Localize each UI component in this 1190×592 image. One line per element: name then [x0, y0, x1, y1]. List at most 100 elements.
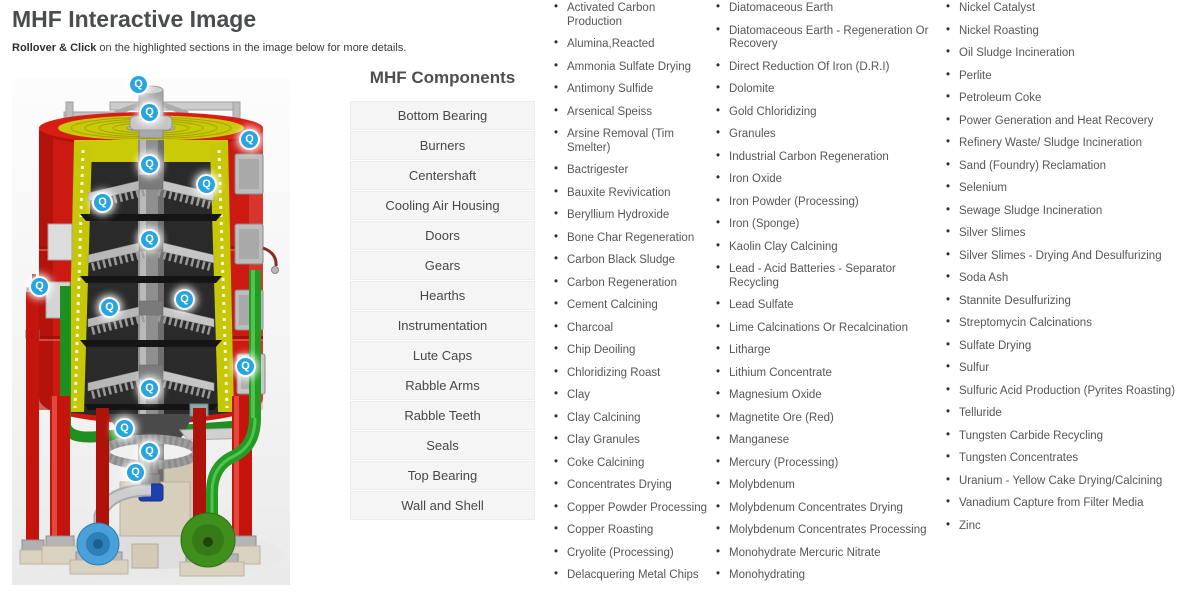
application-item[interactable]: Clay [553, 388, 713, 403]
application-item[interactable]: Sulfuric Acid Production (Pyrites Roasti… [945, 384, 1190, 399]
application-item[interactable]: Bone Char Regeneration [553, 231, 713, 246]
application-item[interactable]: Antimony Sulfide [553, 82, 713, 97]
application-item[interactable]: Tungsten Carbide Recycling [945, 429, 1190, 444]
hotspot-marker[interactable]: Q [141, 156, 158, 173]
hotspot-marker[interactable]: Q [94, 194, 111, 211]
application-item[interactable]: Chloridizing Roast [553, 366, 713, 381]
application-item[interactable]: Arsine Removal (Tim Smelter) [553, 127, 713, 155]
application-item[interactable]: Litharge [715, 343, 943, 358]
component-item[interactable]: Hearths [350, 281, 535, 310]
application-item[interactable]: Carbon Regeneration [553, 276, 713, 291]
application-item[interactable]: Perlite [945, 69, 1190, 84]
application-item[interactable]: Cryolite (Processing) [553, 546, 713, 561]
application-item[interactable]: Petroleum Coke [945, 91, 1190, 106]
component-item[interactable]: Top Bearing [350, 461, 535, 490]
application-item[interactable]: Power Generation and Heat Recovery [945, 114, 1190, 129]
application-item[interactable]: Sewage Sludge Incineration [945, 204, 1190, 219]
application-item[interactable]: Diatomaceous Earth [715, 1, 943, 16]
application-item[interactable]: Concentrates Drying [553, 478, 713, 493]
hotspot-marker[interactable]: Q [198, 176, 215, 193]
application-item[interactable]: Alumina,Reacted [553, 37, 713, 52]
application-item[interactable]: Lime Calcinations Or Recalcination [715, 321, 943, 336]
component-item[interactable]: Gears [350, 251, 535, 280]
hotspot-marker[interactable]: Q [141, 380, 158, 397]
application-item[interactable]: Delacquering Metal Chips [553, 568, 713, 583]
application-item[interactable]: Molybdenum Concentrates Drying [715, 501, 943, 516]
component-item[interactable]: Seals [350, 431, 535, 460]
component-item[interactable]: Rabble Teeth [350, 401, 535, 430]
application-item[interactable]: Silver Slimes [945, 226, 1190, 241]
application-item[interactable]: Copper Powder Processing [553, 501, 713, 516]
hotspot-marker[interactable]: Q [176, 291, 193, 308]
application-item[interactable]: Cement Calcining [553, 298, 713, 313]
application-item[interactable]: Sulfur [945, 361, 1190, 376]
application-item[interactable]: Zinc [945, 519, 1190, 534]
application-item[interactable]: Carbon Black Sludge [553, 253, 713, 268]
application-item[interactable]: Manganese [715, 433, 943, 448]
application-item[interactable]: Tungsten Concentrates [945, 451, 1190, 466]
application-item[interactable]: Charcoal [553, 321, 713, 336]
application-item[interactable]: Uranium - Yellow Cake Drying/Calcining [945, 474, 1190, 489]
application-item[interactable]: Kaolin Clay Calcining [715, 240, 943, 255]
component-item[interactable]: Centershaft [350, 161, 535, 190]
application-item[interactable]: Clay Granules [553, 433, 713, 448]
application-item[interactable]: Direct Reduction Of Iron (D.R.I) [715, 60, 943, 75]
component-item[interactable]: Wall and Shell [350, 491, 535, 520]
application-item[interactable]: Refinery Waste/ Sludge Incineration [945, 136, 1190, 151]
application-item[interactable]: Copper Roasting [553, 523, 713, 538]
component-item[interactable]: Rabble Arms [350, 371, 535, 400]
component-item[interactable]: Lute Caps [350, 341, 535, 370]
application-item[interactable]: Industrial Carbon Regeneration [715, 150, 943, 165]
hotspot-marker[interactable]: Q [101, 299, 118, 316]
application-item[interactable]: Dolomite [715, 82, 943, 97]
component-item[interactable]: Doors [350, 221, 535, 250]
component-item[interactable]: Cooling Air Housing [350, 191, 535, 220]
application-item[interactable]: Molybdenum [715, 478, 943, 493]
application-item[interactable]: Telluride [945, 406, 1190, 421]
application-item[interactable]: Bactrigester [553, 163, 713, 178]
application-item[interactable]: Nickel Roasting [945, 24, 1190, 39]
application-item[interactable]: Molybdenum Concentrates Processing [715, 523, 943, 538]
application-item[interactable]: Lead Sulfate [715, 298, 943, 313]
application-item[interactable]: Silver Slimes - Drying And Desulfurizing [945, 249, 1190, 264]
hotspot-marker[interactable]: Q [116, 420, 133, 437]
application-item[interactable]: Mercury (Processing) [715, 456, 943, 471]
application-item[interactable]: Beryllium Hydroxide [553, 208, 713, 223]
hotspot-marker[interactable]: Q [241, 131, 258, 148]
application-item[interactable]: Gold Chloridizing [715, 105, 943, 120]
hotspot-marker[interactable]: Q [31, 278, 48, 295]
application-item[interactable]: Selenium [945, 181, 1190, 196]
application-item[interactable]: Soda Ash [945, 271, 1190, 286]
application-item[interactable]: Monohydrate Mercuric Nitrate [715, 546, 943, 561]
application-item[interactable]: Stannite Desulfurizing [945, 294, 1190, 309]
hotspot-marker[interactable]: Q [141, 104, 158, 121]
application-item[interactable]: Monohydrating [715, 568, 943, 583]
application-item[interactable]: Granules [715, 127, 943, 142]
application-item[interactable]: Magnesium Oxide [715, 388, 943, 403]
application-item[interactable]: Magnetite Ore (Red) [715, 411, 943, 426]
application-item[interactable]: Iron Powder (Processing) [715, 195, 943, 210]
application-item[interactable]: Iron Oxide [715, 172, 943, 187]
application-item[interactable]: Activated Carbon Production [553, 1, 713, 29]
application-item[interactable]: Coke Calcining [553, 456, 713, 471]
component-item[interactable]: Bottom Bearing [350, 101, 535, 130]
application-item[interactable]: Ammonia Sulfate Drying [553, 60, 713, 75]
hotspot-marker[interactable]: Q [141, 443, 158, 460]
application-item[interactable]: Arsenical Speiss [553, 105, 713, 120]
application-item[interactable]: Nickel Catalyst [945, 1, 1190, 16]
application-item[interactable]: Clay Calcining [553, 411, 713, 426]
application-item[interactable]: Chip Deoiling [553, 343, 713, 358]
hotspot-marker[interactable]: Q [237, 358, 254, 375]
application-item[interactable]: Oil Sludge Incineration [945, 46, 1190, 61]
application-item[interactable]: Diatomaceous Earth - Regeneration Or Rec… [715, 24, 943, 52]
component-item[interactable]: Instrumentation [350, 311, 535, 340]
application-item[interactable]: Vanadium Capture from Filter Media [945, 496, 1190, 511]
application-item[interactable]: Sand (Foundry) Reclamation [945, 159, 1190, 174]
application-item[interactable]: Lithium Concentrate [715, 366, 943, 381]
hotspot-marker[interactable]: Q [141, 231, 158, 248]
application-item[interactable]: Bauxite Revivication [553, 186, 713, 201]
hotspot-marker[interactable]: Q [130, 76, 147, 93]
hotspot-marker[interactable]: Q [127, 464, 144, 481]
component-item[interactable]: Burners [350, 131, 535, 160]
application-item[interactable]: Streptomycin Calcinations [945, 316, 1190, 331]
